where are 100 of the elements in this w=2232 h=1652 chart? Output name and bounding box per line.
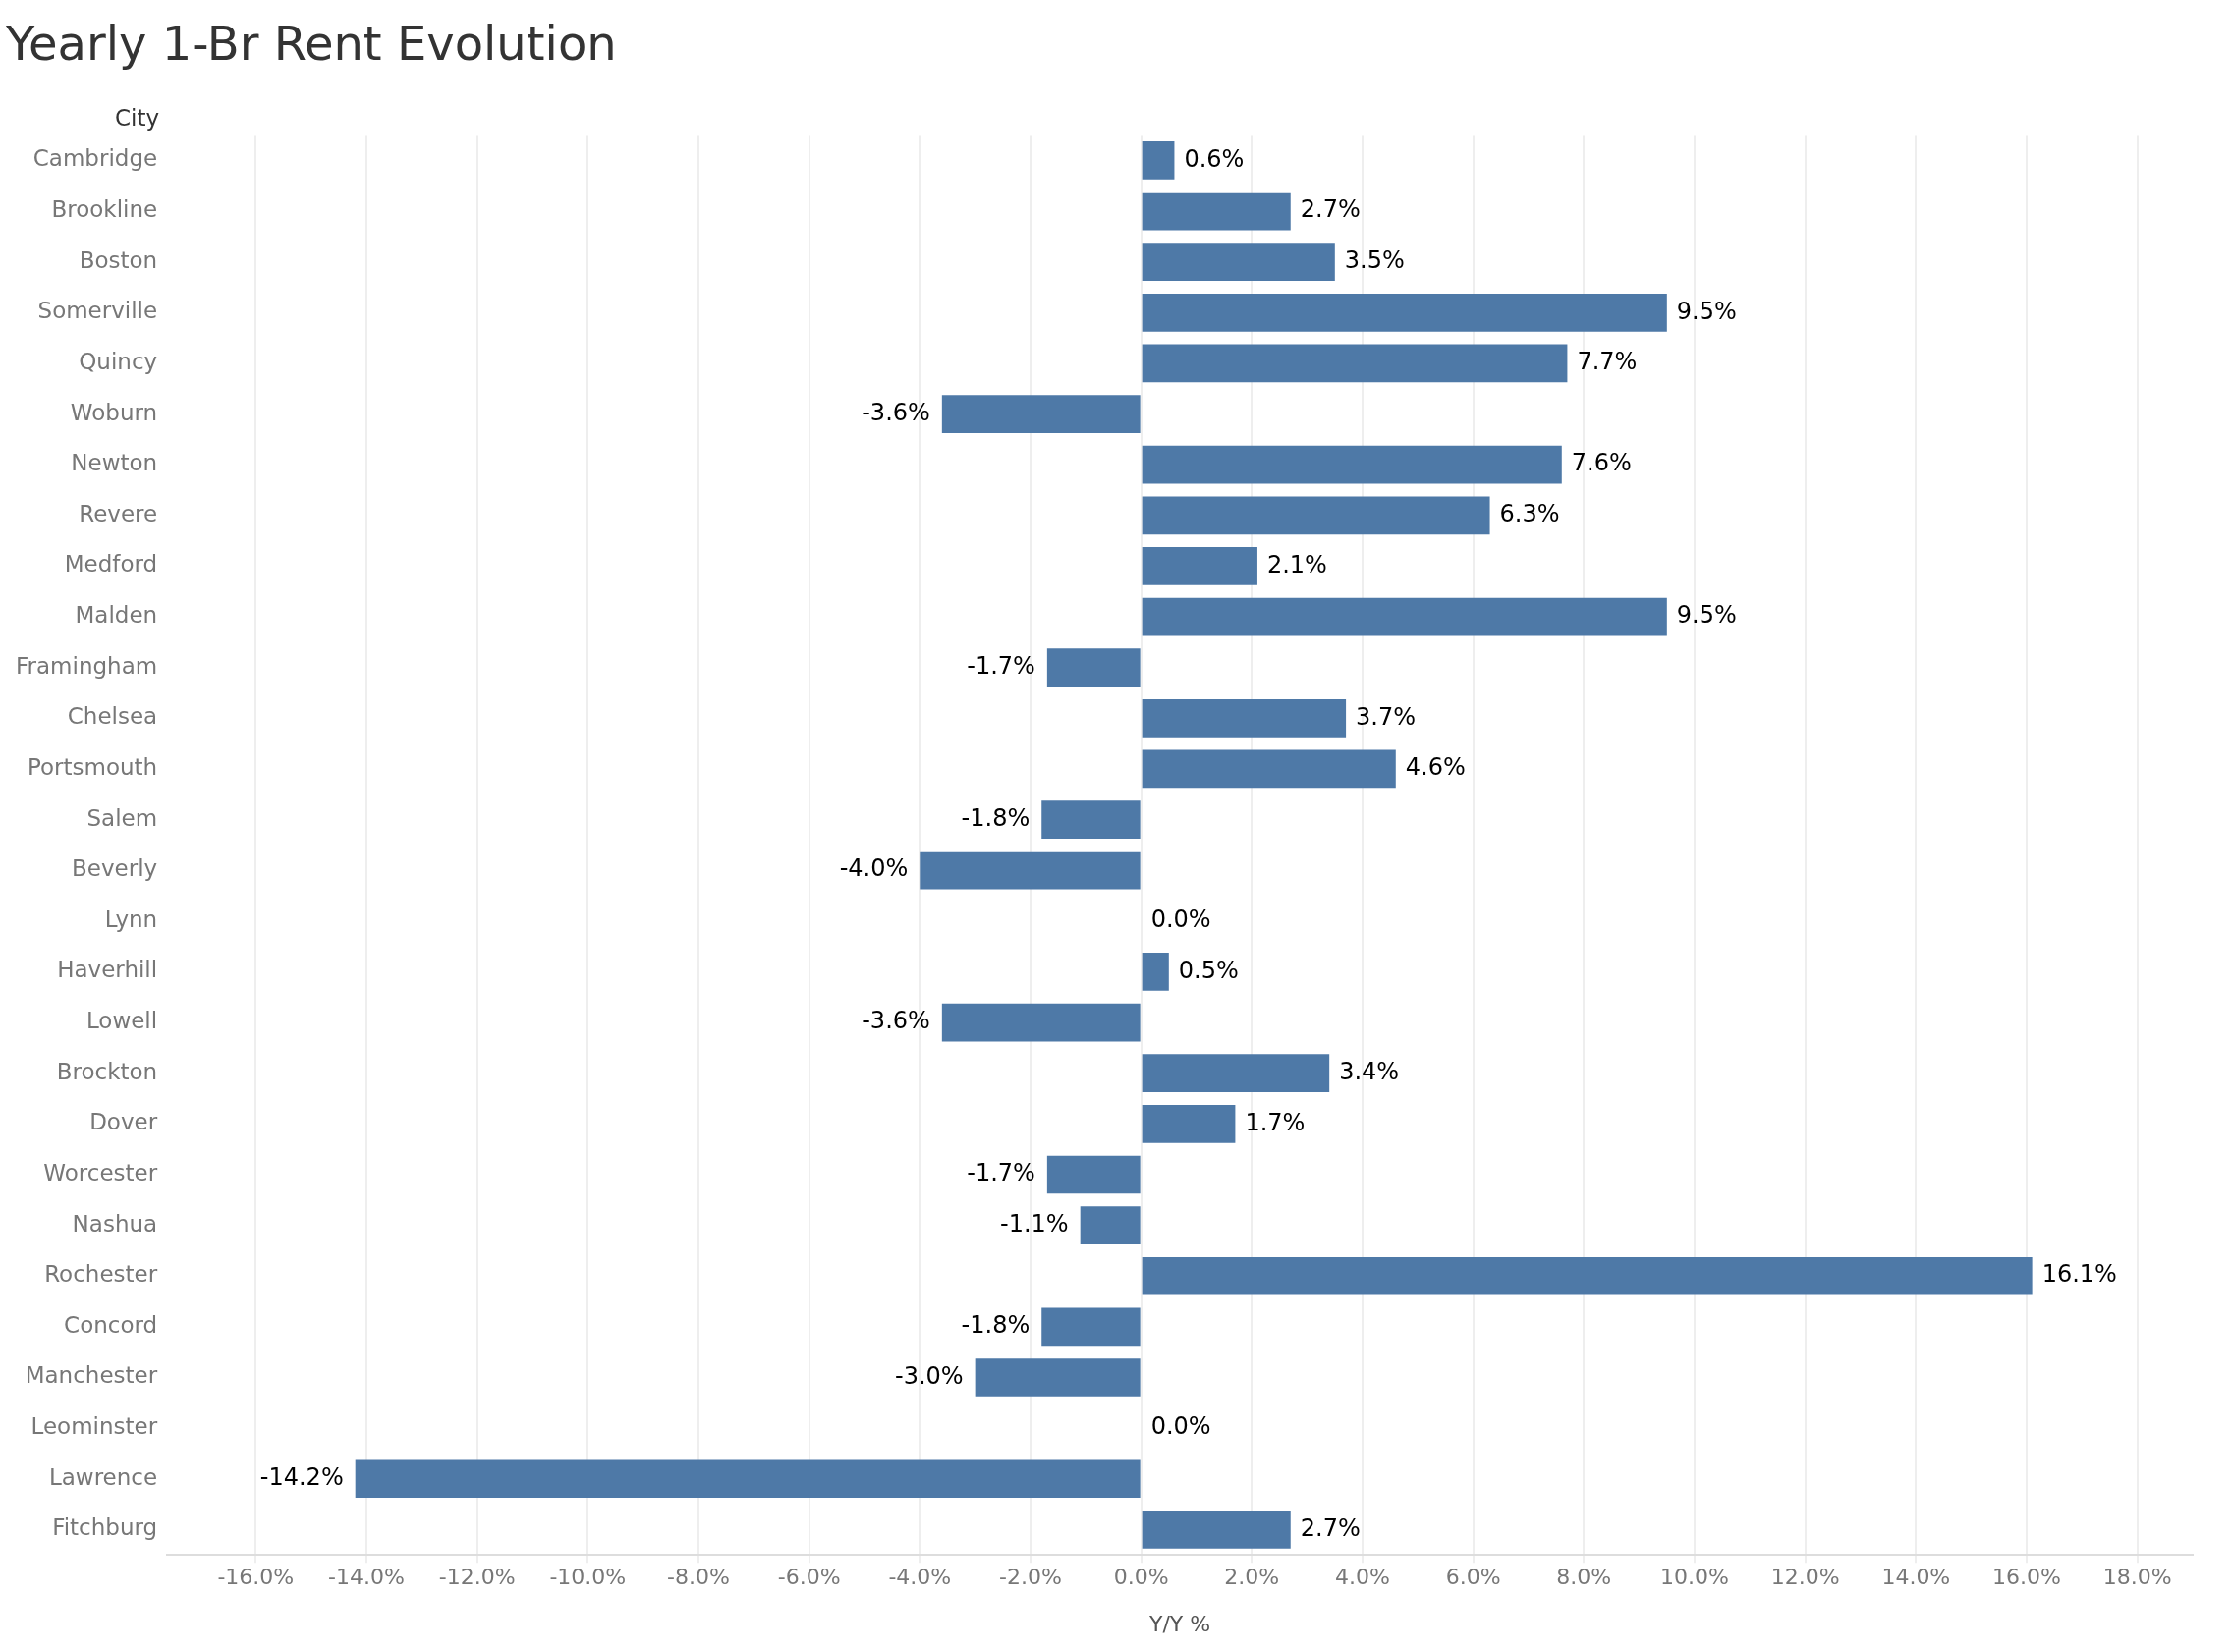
bar	[1041, 1307, 1141, 1347]
data-label: 7.6%	[1571, 449, 1632, 477]
bar	[1046, 1155, 1141, 1194]
data-label: -1.8%	[961, 803, 1031, 832]
data-label: -3.0%	[895, 1361, 964, 1390]
y-tick-label: Lawrence	[48, 1463, 158, 1490]
bar	[1041, 800, 1141, 839]
data-label: 1.7%	[1245, 1108, 1306, 1136]
data-label: -4.0%	[839, 854, 909, 883]
x-tick-label: 8.0%	[1556, 1565, 1612, 1590]
y-tick-label: Lynn	[104, 906, 158, 932]
y-axis-title: City	[115, 104, 160, 131]
y-tick-label: Newton	[71, 450, 158, 476]
x-tick-label: -12.0%	[438, 1565, 516, 1590]
bar	[975, 1358, 1141, 1397]
y-tick-label: Woburn	[70, 399, 158, 425]
data-label: -3.6%	[862, 1007, 930, 1035]
bar	[941, 395, 1141, 433]
y-tick-label: Fitchburg	[52, 1514, 158, 1541]
y-tick-label: Somerville	[37, 298, 158, 324]
x-tick-label: 14.0%	[1881, 1565, 1951, 1590]
bar	[1142, 445, 1562, 484]
data-label: 3.7%	[1356, 702, 1417, 731]
data-label: 2.7%	[1300, 1514, 1361, 1542]
y-tick-label: Malden	[75, 602, 158, 629]
x-tick-label: -6.0%	[777, 1565, 841, 1590]
data-label: 9.5%	[1676, 601, 1737, 630]
data-label: 4.6%	[1405, 753, 1466, 782]
y-tick-label: Brockton	[56, 1058, 158, 1084]
x-tick-label: -10.0%	[549, 1565, 627, 1590]
data-label: 2.7%	[1300, 195, 1361, 224]
bar	[1046, 648, 1141, 688]
y-tick-label: Dover	[89, 1109, 158, 1135]
y-tick-label: Brookline	[51, 196, 158, 223]
data-label: 0.6%	[1184, 144, 1245, 173]
bar	[1142, 1054, 1330, 1093]
y-tick-label: Revere	[79, 500, 158, 526]
bar	[1142, 547, 1257, 585]
x-tick-label: -8.0%	[667, 1565, 730, 1590]
data-label: -3.6%	[862, 398, 930, 426]
x-tick-label: 18.0%	[2102, 1565, 2172, 1590]
x-tick-label: 4.0%	[1335, 1565, 1390, 1590]
chart-title: Yearly 1-Br Rent Evolution	[5, 16, 617, 72]
x-tick-label: -16.0%	[217, 1565, 295, 1590]
y-tick-label: Chelsea	[67, 703, 158, 730]
data-label: 2.1%	[1266, 550, 1327, 578]
data-label: 0.0%	[1150, 1412, 1211, 1441]
bar	[355, 1459, 1141, 1499]
y-tick-label: Quincy	[79, 348, 158, 374]
bar	[1142, 496, 1490, 535]
y-tick-label: Worcester	[43, 1159, 158, 1185]
data-label: 0.5%	[1178, 956, 1239, 984]
y-tick-label: Lowell	[85, 1008, 158, 1034]
data-label: 7.7%	[1577, 348, 1638, 376]
bar	[1142, 243, 1335, 282]
data-label: 9.5%	[1676, 297, 1737, 325]
y-tick-label: Salem	[86, 804, 158, 831]
bar	[1142, 1105, 1236, 1143]
x-tick-label: 12.0%	[1770, 1565, 1840, 1590]
bar	[1142, 141, 1175, 180]
bar	[1142, 698, 1347, 738]
x-tick-label: 0.0%	[1113, 1565, 1169, 1590]
y-tick-label: Rochester	[44, 1261, 158, 1288]
bar	[1142, 192, 1291, 231]
data-label: 6.3%	[1499, 500, 1560, 528]
bar	[1142, 344, 1568, 383]
y-tick-label: Leominster	[30, 1413, 158, 1440]
y-tick-label: Medford	[64, 551, 158, 578]
data-label: -1.1%	[1000, 1209, 1069, 1238]
bar	[941, 1003, 1141, 1042]
data-label: 3.4%	[1339, 1057, 1400, 1085]
y-tick-label: Framingham	[16, 652, 158, 679]
y-tick-label: Concord	[64, 1311, 158, 1338]
bar	[1142, 953, 1169, 991]
y-tick-label: Boston	[79, 247, 158, 273]
bar	[1142, 1256, 2033, 1295]
x-tick-label: 16.0%	[1992, 1565, 2061, 1590]
data-label: 16.1%	[2041, 1260, 2117, 1289]
y-tick-label: Manchester	[25, 1362, 158, 1389]
y-tick-label: Haverhill	[57, 957, 158, 983]
data-label: 3.5%	[1344, 246, 1405, 274]
y-tick-label: Nashua	[72, 1210, 158, 1237]
y-tick-label: Beverly	[72, 855, 158, 882]
x-tick-label: 10.0%	[1660, 1565, 1729, 1590]
x-tick-label: -14.0%	[328, 1565, 405, 1590]
x-tick-label: 2.0%	[1224, 1565, 1280, 1590]
data-label: 0.0%	[1150, 906, 1211, 934]
x-tick-label: 6.0%	[1445, 1565, 1501, 1590]
bar	[1142, 293, 1667, 332]
x-axis-title: Y/Y %	[1147, 1611, 1211, 1636]
data-label: -1.7%	[967, 1159, 1035, 1187]
x-tick-label: -2.0%	[999, 1565, 1062, 1590]
y-tick-label: Portsmouth	[27, 753, 158, 780]
data-label: -14.2%	[259, 1462, 344, 1491]
bar	[1080, 1206, 1141, 1244]
data-label: -1.7%	[967, 651, 1035, 680]
data-label: -1.8%	[961, 1311, 1031, 1340]
y-tick-label: Cambridge	[32, 145, 158, 172]
x-tick-label: -4.0%	[888, 1565, 952, 1590]
bar	[1142, 597, 1667, 636]
